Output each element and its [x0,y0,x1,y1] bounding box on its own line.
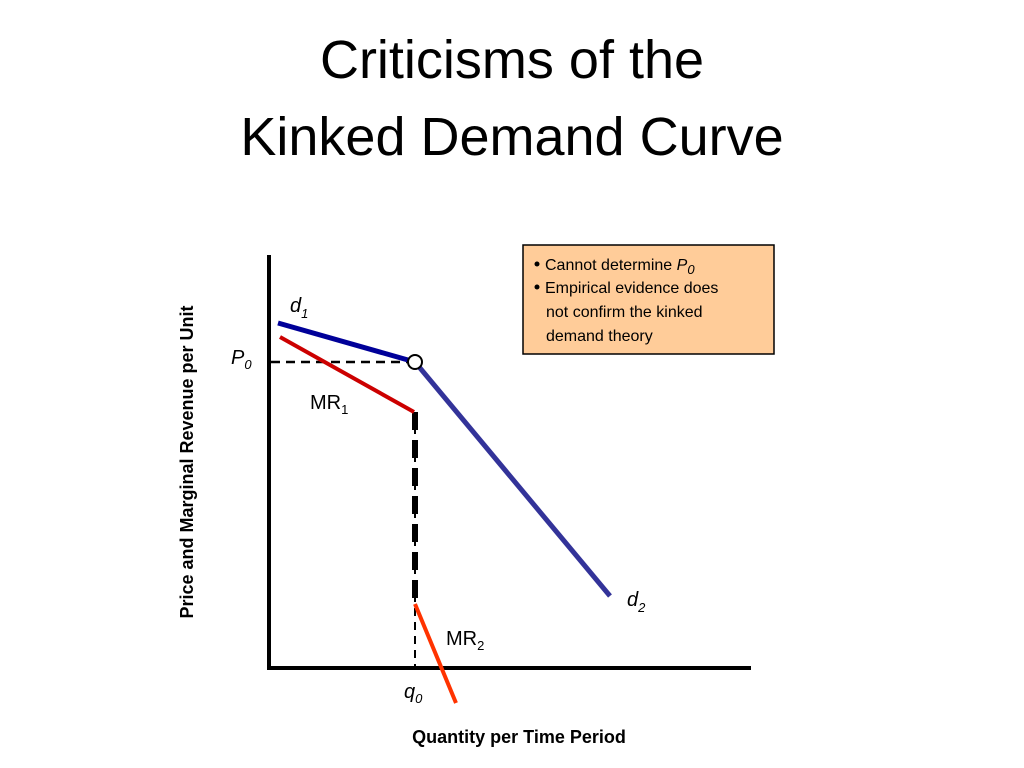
label-base: MR [310,392,341,414]
demand-d2 [413,360,612,598]
bullet [534,261,540,267]
label-base: d [290,295,302,317]
d1-label: d1 [290,295,308,321]
demand-d1 [277,320,416,365]
title-line: Kinked Demand Curve [240,107,783,167]
q0-label: q0 [404,681,423,706]
note-box [522,244,775,355]
note-sub: 0 [687,262,695,277]
x-axis-label: Quantity per Time Period [412,727,626,747]
label-base: P [231,347,245,369]
label-base: MR [446,628,477,650]
note-line: Empirical evidence does [545,280,718,297]
label-sub: 0 [415,691,423,706]
note-italic: P [677,257,688,274]
bullet [534,284,540,290]
label-sub: 2 [477,638,484,653]
mr2-curve [413,603,458,704]
y-axis-label: Price and Marginal Revenue per Unit [177,305,197,618]
mr2-label: MR2 [446,628,484,653]
label-sub: 1 [301,306,308,321]
d2-label: d2 [627,589,646,615]
mr1-label: MR1 [310,392,348,417]
label-sub: 1 [341,402,348,417]
label-base: d [627,589,639,611]
title-line: Criticisms of the [320,30,704,90]
label-base: q [404,681,415,703]
note-line: not confirm the kinked [546,304,703,321]
p0-label: P0 [231,347,252,372]
kink-point [407,354,423,370]
note-text: Cannot determine [545,257,677,274]
note-item: Cannot determine P0 [545,257,695,277]
note-line: demand theory [546,328,653,345]
label-sub: 0 [244,357,252,372]
label-sub: 2 [637,600,646,615]
mr1-curve [279,335,415,414]
